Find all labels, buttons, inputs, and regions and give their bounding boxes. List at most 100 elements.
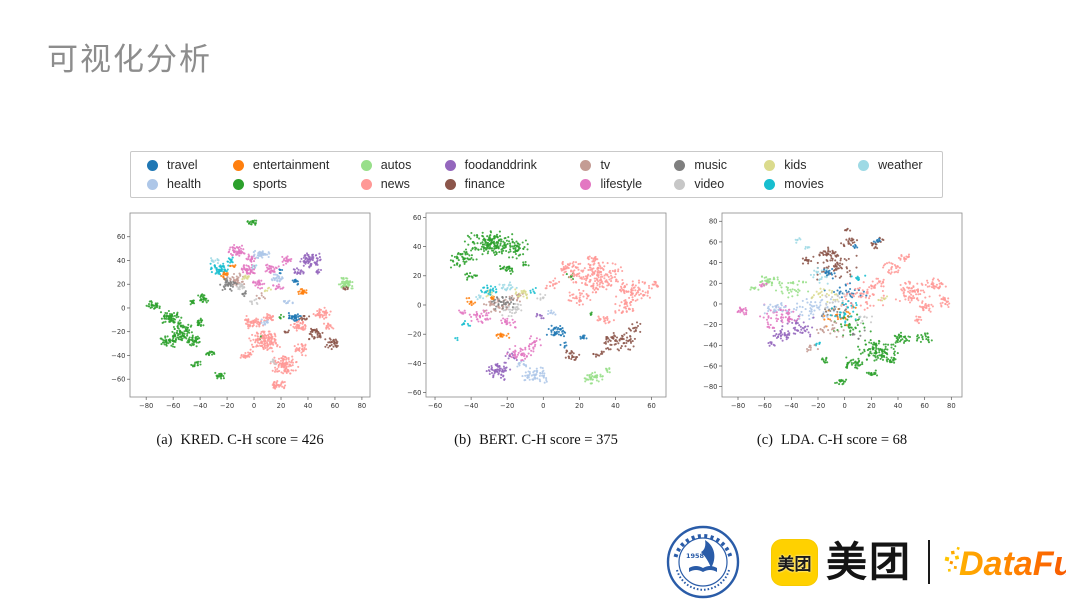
legend-item-sports: sports: [232, 176, 361, 192]
legend-swatch-foodanddrink: [444, 159, 456, 171]
legend-item-foodanddrink: foodanddrink: [444, 157, 581, 173]
legend-item-weather: weather: [858, 157, 942, 173]
svg-text:80: 80: [709, 218, 718, 226]
svg-text:20: 20: [413, 272, 422, 280]
svg-text:−40: −40: [464, 402, 478, 410]
charts-row: −80 −60 −40 −20 0 20 40 60 80 −60 −40 −20 0 20 40 60 (a…: [104, 207, 984, 449]
footer-divider: [928, 540, 930, 584]
legend-swatch-weather: [858, 159, 870, 171]
legend-swatch-kids: [764, 159, 776, 171]
svg-text:20: 20: [277, 402, 286, 410]
legend-label: news: [380, 177, 410, 191]
university-seal-icon: 1958: [666, 525, 740, 599]
legend-column: foodanddrink finance: [444, 157, 581, 192]
datafun-pixel-icon: [944, 546, 960, 572]
legend-swatch-sports: [232, 178, 244, 190]
svg-text:−80: −80: [731, 402, 745, 410]
svg-text:20: 20: [575, 402, 584, 410]
svg-text:40: 40: [709, 259, 718, 267]
caption-bert: (b) BERT. C-H score = 375: [454, 432, 618, 449]
caption-kred: (a) KRED. C-H score = 426: [156, 432, 323, 449]
legend-swatch-movies: [764, 178, 776, 190]
svg-text:40: 40: [413, 243, 422, 251]
legend-column: weather: [858, 157, 942, 192]
svg-text:−80: −80: [139, 402, 153, 410]
tsne-plot-bert: −60 −40 −20 0 20 40 60 −60 −40 −20 0 20 40 60: [407, 212, 667, 410]
legend-label: weather: [878, 158, 923, 172]
svg-text:40: 40: [117, 257, 126, 265]
chart-block-bert: −60 −40 −20 0 20 40 60 −60 −40 −20 0 20 40 60 (b) BERT…: [400, 207, 672, 449]
tsne-plot-kred: −80 −60 −40 −20 0 20 40 60 80 −60 −40 −20 0 20 40 60: [111, 212, 371, 410]
footer-logos: 1958 美团 美团: [665, 524, 1066, 600]
tsne-plot-lda: −80 −60 −40 −20 0 20 40 60 80 −80 −60 −40 −20 0 20 40 60…: [703, 212, 963, 410]
svg-text:0: 0: [417, 301, 421, 309]
seal-swoosh: [701, 540, 715, 568]
legend-swatch-health: [147, 178, 158, 190]
svg-text:20: 20: [867, 402, 876, 410]
category-legend: travel health entertainment sports autos news…: [130, 151, 943, 198]
legend-swatch-video: [674, 178, 686, 190]
svg-text:0: 0: [843, 402, 847, 410]
svg-text:0: 0: [541, 402, 545, 410]
legend-swatch-music: [674, 159, 686, 171]
page-title: 可视化分析: [47, 42, 212, 77]
meituan-badge-text: 美团: [777, 554, 812, 574]
svg-text:−60: −60: [428, 402, 442, 410]
meituan-wordmark: 美团: [826, 538, 912, 585]
legend-swatch-finance: [444, 178, 456, 190]
legend-label: kids: [784, 158, 807, 172]
svg-text:−40: −40: [407, 360, 421, 368]
seal-top-arc-text: [673, 534, 733, 558]
legend-item-kids: kids: [764, 157, 858, 173]
datafun-logo: DataFun.: [944, 539, 1066, 585]
caption-text: KRED. C-H score = 426: [180, 432, 324, 448]
legend-column: autos news: [360, 157, 445, 192]
legend-swatch-travel: [147, 159, 158, 171]
svg-text:−20: −20: [407, 331, 421, 339]
svg-text:−20: −20: [111, 328, 125, 336]
caption-text: BERT. C-H score = 375: [479, 432, 618, 448]
legend-item-health: health: [147, 176, 233, 192]
legend-column: music video: [674, 157, 764, 192]
meituan-app-icon: 美团: [771, 538, 818, 586]
tsne-figure: travel health entertainment sports autos news…: [104, 151, 984, 449]
legend-item-entertainment: entertainment: [232, 157, 361, 173]
svg-text:40: 40: [611, 402, 620, 410]
legend-label: autos: [380, 158, 412, 172]
svg-text:60: 60: [709, 238, 718, 246]
legend-label: video: [694, 177, 725, 191]
svg-text:40: 40: [304, 402, 313, 410]
caption-prefix: (b): [454, 432, 472, 448]
svg-text:−60: −60: [407, 389, 421, 397]
svg-text:60: 60: [331, 402, 340, 410]
svg-text:−20: −20: [500, 402, 514, 410]
legend-column: tv lifestyle: [580, 157, 674, 192]
svg-text:60: 60: [920, 402, 929, 410]
caption-lda: (c) LDA. C-H score = 68: [757, 432, 907, 449]
legend-column: entertainment sports: [232, 157, 361, 192]
svg-text:0: 0: [121, 304, 125, 312]
caption-text: LDA. C-H score = 68: [780, 432, 908, 448]
legend-label: movies: [784, 177, 824, 191]
svg-text:0: 0: [252, 402, 256, 410]
legend-label: travel: [167, 158, 198, 172]
legend-item-travel: travel: [147, 157, 233, 173]
legend-item-music: music: [674, 157, 764, 173]
legend-item-lifestyle: lifestyle: [580, 176, 674, 192]
chart-block-kred: −80 −60 −40 −20 0 20 40 60 80 −60 −40 −20 0 20 40 60 (a…: [104, 207, 376, 449]
legend-label: finance: [464, 177, 505, 191]
legend-swatch-tv: [580, 159, 592, 171]
svg-text:−60: −60: [166, 402, 180, 410]
caption-prefix: (c): [756, 432, 773, 448]
legend-label: tv: [600, 158, 611, 172]
svg-text:80: 80: [947, 402, 956, 410]
seal-open-book: [689, 566, 717, 572]
svg-text:−20: −20: [220, 402, 234, 410]
svg-text:60: 60: [413, 214, 422, 222]
svg-text:−60: −60: [757, 402, 771, 410]
legend-item-tv: tv: [580, 157, 674, 173]
svg-text:−60: −60: [111, 376, 125, 384]
chart-block-lda: −80 −60 −40 −20 0 20 40 60 80 −80 −60 −40 −20 0 20 40 60…: [696, 207, 968, 449]
seal-year: 1958: [686, 552, 705, 560]
